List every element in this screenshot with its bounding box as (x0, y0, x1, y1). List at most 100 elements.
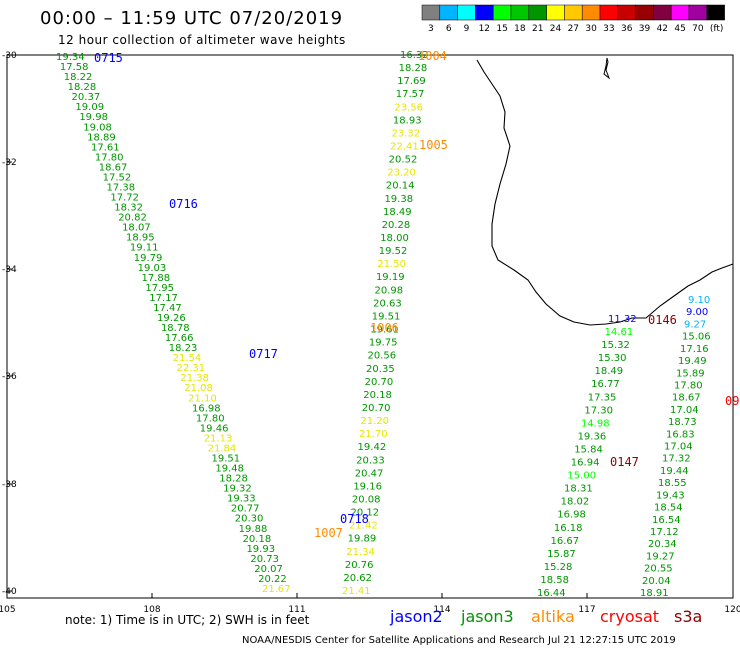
satellite-name: altika (531, 607, 575, 626)
footer-credit: NOAA/NESDIS Center for Satellite Applica… (242, 635, 676, 646)
wave-height-label: 20.70 (365, 377, 394, 388)
wave-height-label: 17.38 (107, 182, 136, 193)
wave-height-label: 21.70 (359, 429, 388, 440)
wave-height-label: 19.89 (348, 534, 377, 545)
wave-height-label: 20.35 (366, 364, 395, 375)
legend-label: 45 (674, 24, 685, 34)
wave-height-label: 15.84 (574, 444, 603, 455)
wave-height-label: 18.49 (594, 366, 623, 377)
wave-height-label: 17.52 (103, 172, 132, 183)
legend-label: 39 (639, 24, 651, 34)
x-tick-label: 117 (578, 605, 595, 615)
wave-height-label: 20.76 (345, 560, 374, 571)
wave-height-label: 17.95 (145, 283, 174, 294)
satellite-name: cryosat (600, 607, 660, 626)
wave-height-label: 9.10 (688, 295, 710, 306)
map-frame (6, 54, 734, 599)
wave-height-label: 19.52 (379, 246, 408, 257)
wave-height-label: 16.94 (571, 458, 600, 469)
track-labels: 19.3417.5818.2218.2820.3719.0919.9819.08… (56, 50, 711, 599)
wave-height-label: 17.16 (680, 344, 709, 355)
pass-label: 0147 (610, 455, 639, 469)
x-tick-label: 105 (0, 605, 16, 615)
wave-height-label: 15.87 (547, 549, 576, 560)
pass-label: 0146 (648, 313, 677, 327)
wave-height-label: 16.77 (591, 379, 620, 390)
satellite-name: jason3 (461, 607, 514, 626)
wave-height-label: 19.42 (358, 442, 387, 453)
wave-height-label: 19.75 (369, 338, 398, 349)
wave-height-label: 16.18 (554, 523, 583, 534)
wave-height-label: 17.66 (165, 333, 194, 344)
legend-unit: (ft) (710, 24, 724, 34)
axis-ticks: 105 108 111 114 117 120 -30 -32 -34 -36 -38 -40 (0, 51, 740, 615)
wave-height-label: 17.57 (396, 89, 425, 100)
x-tick-label: 111 (288, 605, 305, 615)
wave-height-label: 15.06 (682, 332, 711, 343)
wave-height-label: 17.17 (149, 293, 178, 304)
wave-height-label: 22.31 (176, 363, 205, 374)
legend-label: 30 (585, 24, 597, 34)
wave-height-label: 17.80 (674, 380, 703, 391)
wave-height-label: 19.48 (215, 464, 244, 475)
legend-swatch (635, 4, 654, 21)
wave-height-label: 18.00 (380, 233, 409, 244)
legend-swatch (581, 4, 601, 21)
wave-height-label: 21.54 (173, 353, 202, 364)
wave-height-label: 18.28 (399, 63, 428, 74)
wave-height-label: 19.11 (130, 243, 159, 254)
legend-swatch (706, 4, 725, 21)
wave-height-label: 18.32 (114, 203, 143, 214)
x-tick-label: 120 (724, 605, 740, 615)
legend-label: 18 (514, 24, 526, 34)
wave-height-label: 14.61 (605, 327, 634, 338)
wave-height-label: 21.13 (204, 433, 233, 444)
australia-coastline (476, 59, 734, 326)
wave-height-label: 20.22 (258, 574, 287, 585)
y-tick-label: -34 (2, 265, 17, 275)
wave-height-label: 19.51 (372, 311, 401, 322)
wave-height-label: 16.67 (551, 536, 580, 547)
wave-height-label: 17.69 (397, 76, 426, 87)
wave-height-label: 23.32 (392, 128, 421, 139)
wave-height-label: 18.95 (126, 233, 155, 244)
wave-height-label: 20.34 (648, 539, 677, 550)
wave-height-label: 20.73 (250, 554, 279, 565)
wave-height-label: 19.43 (656, 490, 685, 501)
map-title: 00:00 – 11:59 UTC 07/20/2019 (40, 8, 344, 29)
wave-height-label: 19.44 (660, 466, 689, 477)
wave-height-label: 17.47 (153, 303, 182, 314)
legend-label: 9 (464, 24, 470, 34)
legend-label: 6 (446, 24, 452, 34)
map-subtitle: 12 hour collection of altimeter wave hei… (58, 33, 346, 47)
wave-height-label: 18.78 (161, 323, 190, 334)
wave-height-label: 17.58 (60, 62, 89, 73)
legend-swatch (564, 4, 583, 21)
pass-label: 1007 (314, 526, 343, 540)
wave-height-label: 20.18 (363, 390, 392, 401)
wave-height-label: 19.09 (75, 102, 104, 113)
wave-height-label: 20.98 (375, 285, 404, 296)
legend-label: 70 (692, 24, 704, 34)
pass-label: 09 (725, 394, 739, 408)
legend-swatch (599, 4, 619, 21)
pass-label: 0718 (340, 512, 369, 526)
wave-height-label: 18.02 (561, 497, 590, 508)
legend-swatch (688, 4, 708, 21)
wave-height-label: 16.54 (652, 515, 681, 526)
wave-height-label: 19.16 (353, 481, 382, 492)
wave-height-label: 19.79 (134, 253, 163, 264)
wave-height-label: 17.12 (650, 527, 679, 538)
wave-height-label: 18.67 (99, 162, 128, 173)
wave-height-label: 20.33 (356, 455, 385, 466)
wave-height-label: 21.42 (349, 521, 378, 532)
wave-height-label: 17.30 (584, 405, 613, 416)
wave-height-label: 18.58 (540, 575, 569, 586)
wave-height-label: 20.47 (355, 468, 384, 479)
wave-height-label: 20.62 (343, 573, 372, 584)
wave-height-label: 16.32 (400, 50, 429, 61)
wave-height-label: 17.04 (670, 405, 699, 416)
wave-height-label: 20.12 (350, 508, 379, 519)
wave-height-label: 20.28 (382, 220, 411, 231)
wave-height-label: 20.77 (231, 504, 260, 515)
